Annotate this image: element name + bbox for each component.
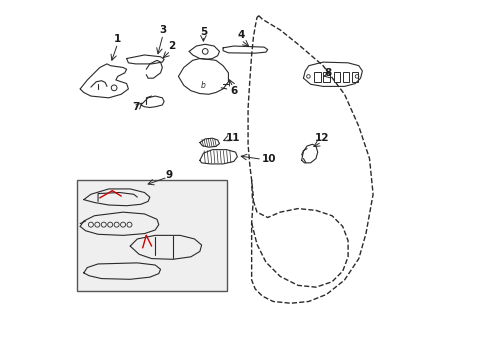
- Bar: [351, 72, 357, 82]
- Bar: [342, 72, 348, 82]
- Text: 4: 4: [237, 30, 244, 40]
- Text: 5: 5: [200, 27, 206, 37]
- Text: 3: 3: [159, 25, 166, 35]
- Text: 12: 12: [314, 133, 329, 143]
- Text: 9: 9: [165, 170, 173, 180]
- Text: 8: 8: [324, 68, 331, 78]
- Bar: [313, 72, 320, 82]
- Text: 1: 1: [114, 34, 121, 44]
- FancyBboxPatch shape: [77, 180, 226, 291]
- Text: 11: 11: [225, 133, 240, 143]
- Text: b: b: [201, 81, 205, 90]
- Text: 7: 7: [132, 102, 139, 112]
- Bar: [323, 72, 329, 82]
- Bar: [333, 72, 340, 82]
- Text: 6: 6: [230, 86, 238, 96]
- Text: 2: 2: [167, 41, 175, 51]
- Text: 10: 10: [261, 154, 276, 164]
